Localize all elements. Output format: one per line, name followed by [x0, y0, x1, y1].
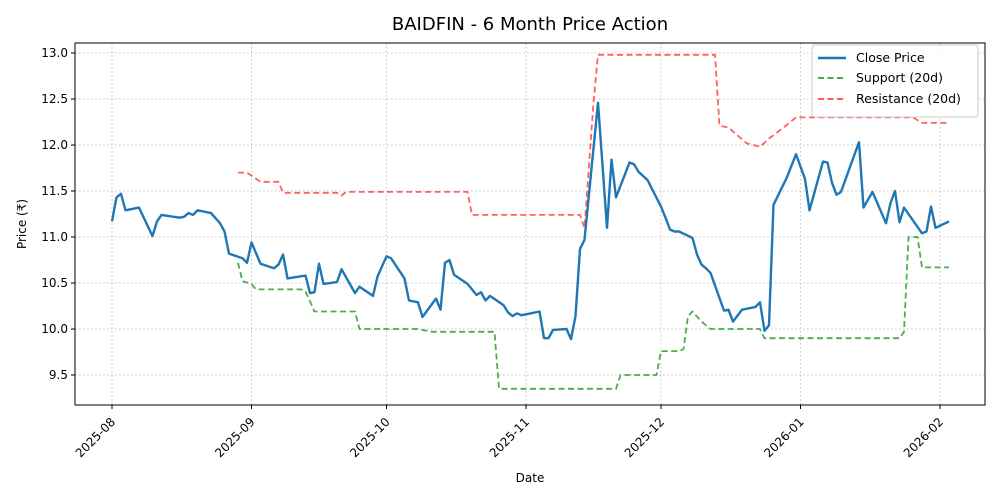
x-tick-label: 2025-12 — [622, 415, 667, 460]
x-tick-label: 2025-10 — [347, 415, 392, 460]
y-tick-label: 11.0 — [41, 230, 68, 244]
legend-box — [811, 44, 979, 118]
plot-frame — [74, 42, 986, 406]
legend-label-support: Support (20d) — [856, 70, 943, 85]
data-series — [110, 53, 950, 390]
x-tick-label: 2026-01 — [761, 415, 806, 460]
y-axis-ticks: 9.5 10.0 10.5 11.0 11.5 12.0 12.5 13.0 — [41, 46, 75, 382]
y-tick-label: 10.0 — [41, 322, 68, 336]
y-tick-label: 13.0 — [41, 46, 68, 60]
y-axis-label: Price (₹) — [15, 199, 29, 249]
series-support-20d — [237, 236, 949, 390]
x-tick-label: 2025-09 — [212, 415, 257, 460]
y-tick-label: 12.5 — [41, 92, 68, 106]
y-tick-label: 11.5 — [41, 184, 68, 198]
x-axis-ticks: 2025-08 2025-09 2025-10 2025-11 2025-12 2026-… — [73, 405, 946, 460]
x-tick-label: 2025-11 — [487, 415, 532, 460]
legend-label-resistance: Resistance (20d) — [856, 91, 961, 106]
x-axis-label: Date — [516, 471, 545, 485]
legend: Close Price Support (20d) Resistance (20… — [811, 44, 979, 118]
x-tick-label: 2025-08 — [73, 415, 118, 460]
legend-label-close: Close Price — [856, 50, 925, 65]
series-close-price — [110, 101, 950, 341]
x-tick-label: 2026-02 — [901, 415, 946, 460]
y-tick-label: 12.0 — [41, 138, 68, 152]
chart-title: BAIDFIN - 6 Month Price Action — [392, 14, 668, 35]
y-tick-label: 10.5 — [41, 276, 68, 290]
y-tick-label: 9.5 — [49, 368, 68, 382]
